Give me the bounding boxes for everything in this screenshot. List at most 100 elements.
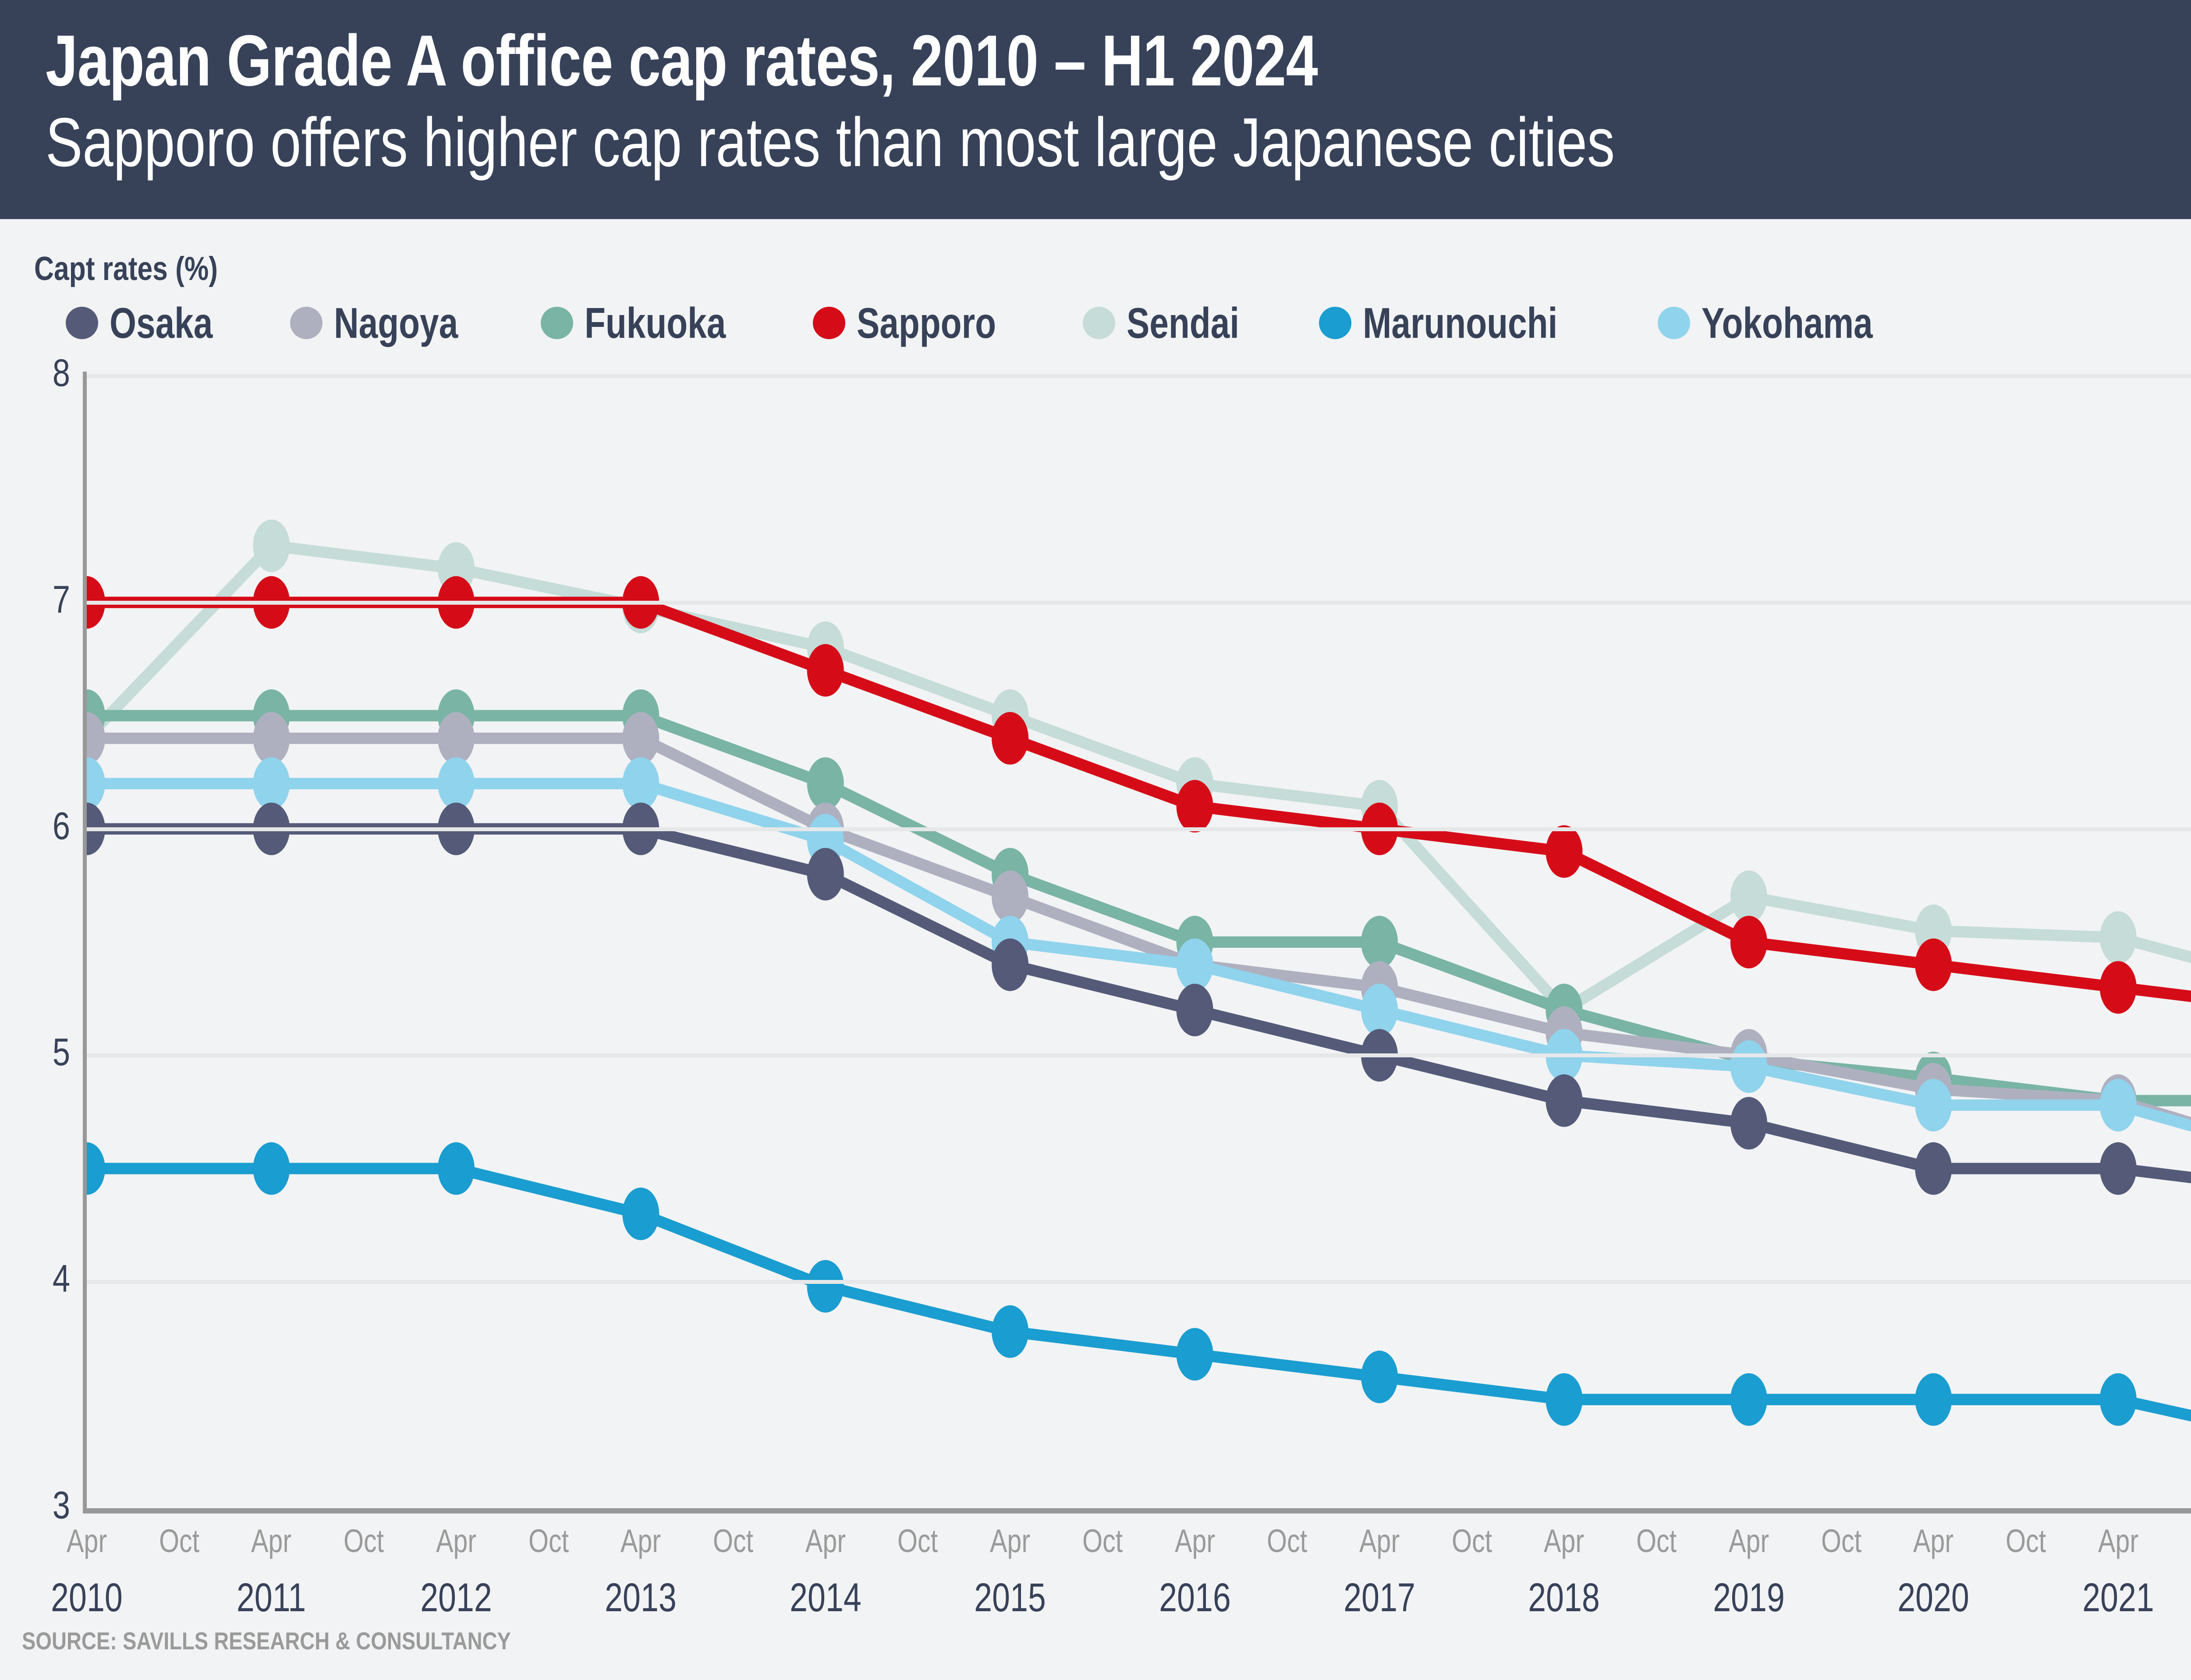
data-point-marker — [2099, 1079, 2137, 1132]
data-point-marker — [2099, 1373, 2137, 1426]
series-line — [87, 1163, 2191, 1421]
x-tick-month-label: Oct — [528, 1523, 569, 1559]
data-point-marker — [1730, 1040, 1767, 1093]
data-point-marker — [1546, 825, 1583, 878]
x-tick-month-label: Oct — [344, 1523, 384, 1559]
x-tick-month-label: Oct — [1082, 1523, 1123, 1559]
data-point-marker — [1176, 984, 1213, 1036]
y-tick-label: 8 — [52, 351, 70, 394]
x-tick-month-label: Apr — [1913, 1523, 1954, 1559]
legend-swatch-icon — [290, 307, 323, 339]
y-axis-line — [83, 372, 87, 1513]
y-tick-label: 5 — [52, 1030, 70, 1074]
y-tick-label: 7 — [52, 577, 70, 621]
gridline — [87, 827, 2191, 831]
x-tick-month-label: Apr — [990, 1523, 1031, 1559]
data-point-marker — [622, 712, 659, 765]
y-tick-label: 6 — [52, 804, 70, 847]
legend-swatch-icon — [1319, 307, 1352, 339]
data-point-marker — [992, 1305, 1029, 1358]
page-subtitle: Sapporo offers higher cap rates than mos… — [46, 103, 1615, 181]
x-tick-year-label: 2013 — [605, 1575, 677, 1620]
data-point-marker — [622, 1187, 659, 1241]
x-tick-year-label: 2010 — [51, 1575, 123, 1620]
data-point-marker — [2099, 961, 2137, 1014]
legend-item-osaka[interactable]: Osaka — [66, 298, 238, 348]
x-tick-month-label: Apr — [1174, 1523, 1215, 1559]
legend-item-fukuoka[interactable]: Fukuoka — [541, 298, 761, 348]
series-line — [87, 778, 2191, 1132]
x-tick-year-label: 2019 — [1712, 1575, 1785, 1620]
x-tick-month-label: Oct — [2175, 1522, 2191, 1559]
x-tick-month-label: Oct — [1636, 1523, 1677, 1559]
gridline — [87, 1280, 2191, 1284]
legend-label: Osaka — [110, 298, 213, 347]
legend-label: Sapporo — [857, 298, 996, 347]
x-tick-month-label: Apr — [2098, 1523, 2138, 1559]
x-tick-month-label: Apr — [1728, 1523, 1769, 1559]
data-point-marker — [437, 757, 475, 810]
legend-label: Yokohama — [1702, 298, 1873, 347]
data-point-marker — [807, 644, 844, 697]
gridline — [87, 600, 2191, 605]
chart-legend: Osaka Nagoya Fukuoka Sapporo Sendai Marunouch… — [66, 294, 1916, 351]
data-point-marker — [807, 1260, 844, 1313]
data-point-marker — [1730, 870, 1767, 923]
legend-swatch-icon — [1658, 307, 1691, 339]
x-tick-month-label: Apr — [436, 1523, 476, 1559]
x-tick-year-label: 2011 — [237, 1575, 306, 1620]
x-tick-month-label: Oct — [2005, 1523, 2046, 1559]
x-axis-line — [83, 1508, 2191, 1513]
x-tick-year-label: 2020 — [1897, 1575, 1970, 1620]
x-tick-year-label: 2016 — [1159, 1575, 1231, 1620]
x-tick-month-label: Oct — [1821, 1523, 1861, 1559]
data-point-marker — [1546, 1373, 1583, 1426]
data-point-marker — [87, 757, 105, 810]
legend-item-nagoya[interactable]: Nagoya — [290, 298, 489, 348]
data-point-marker — [253, 519, 290, 572]
legend-swatch-icon — [813, 307, 846, 339]
legend-label: Fukuoka — [585, 298, 726, 347]
x-tick-month-label: Apr — [66, 1523, 107, 1559]
data-point-marker — [253, 757, 290, 810]
data-point-marker — [1730, 1097, 1767, 1150]
legend-item-marunouchi[interactable]: Marunouchi — [1319, 298, 1606, 348]
data-point-marker — [1361, 1350, 1398, 1404]
page-title: Japan Grade A office cap rates, 2010 – H… — [46, 20, 1318, 101]
x-tick-month-label: Oct — [1451, 1523, 1492, 1559]
data-point-marker — [1176, 938, 1213, 991]
x-tick-month-label: Apr — [1359, 1523, 1400, 1559]
data-point-marker — [807, 757, 844, 810]
x-tick-year-label: 2018 — [1528, 1575, 1600, 1620]
series-marunouchi — [87, 1142, 2191, 1426]
legend-label: Nagoya — [334, 298, 458, 347]
legend-label: Sendai — [1126, 298, 1239, 347]
series-line — [87, 539, 2191, 1017]
data-point-marker — [992, 938, 1029, 991]
data-point-marker — [437, 1142, 475, 1195]
data-point-marker — [992, 870, 1029, 923]
data-point-marker — [1176, 780, 1213, 833]
legend-swatch-icon — [66, 307, 98, 339]
legend-swatch-icon — [541, 307, 574, 339]
data-point-marker — [1176, 1328, 1213, 1381]
gridline — [87, 374, 2191, 378]
legend-item-sapporo[interactable]: Sapporo — [813, 298, 1031, 348]
x-tick-month-label: Oct — [897, 1523, 938, 1559]
data-point-marker — [253, 712, 290, 765]
series-line — [87, 596, 2191, 1002]
x-tick-month-label: Oct — [1267, 1523, 1308, 1559]
x-tick-year-label: 2012 — [420, 1575, 492, 1620]
data-point-marker — [437, 712, 475, 765]
data-point-marker — [1361, 916, 1398, 968]
legend-label: Marunouchi — [1363, 298, 1558, 347]
legend-item-yokohama[interactable]: Yokohama — [1658, 298, 1915, 348]
data-point-marker — [253, 1142, 290, 1195]
data-point-marker — [2099, 1142, 2137, 1195]
x-tick-year-label: 2021 — [2082, 1575, 2154, 1620]
x-tick-month-label: Oct — [713, 1523, 754, 1559]
x-tick-month-label: Apr — [620, 1523, 661, 1559]
data-point-marker — [1915, 938, 1952, 991]
data-point-marker — [1915, 1142, 1952, 1195]
legend-item-sendai[interactable]: Sendai — [1082, 298, 1267, 348]
